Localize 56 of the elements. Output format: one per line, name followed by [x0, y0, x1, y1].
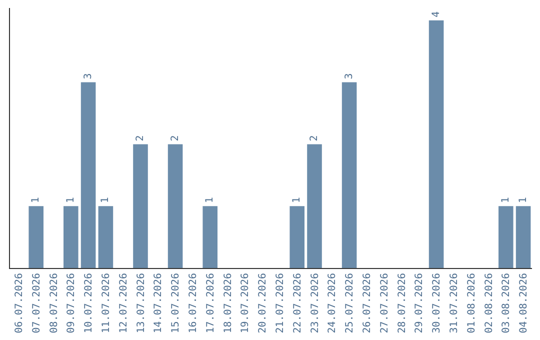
data-label: 4 — [430, 11, 442, 18]
data-label: 2 — [170, 135, 181, 142]
x-tick-label: 03.08.2026 — [501, 273, 512, 334]
x-tick-label: 16.07.2026 — [188, 273, 199, 334]
x-tick-label: 20.07.2026 — [258, 273, 269, 334]
x-tick-label: 08.07.2026 — [48, 273, 60, 334]
x-tick-label: 29.07.2026 — [414, 273, 426, 334]
bar — [498, 206, 514, 268]
data-label: 1 — [500, 197, 512, 204]
data-label: 3 — [82, 73, 94, 80]
x-tick-label: 15.07.2026 — [170, 273, 182, 334]
x-tick-label: 06.07.2026 — [14, 273, 25, 334]
bar — [64, 206, 78, 268]
data-label: 1 — [30, 197, 42, 204]
data-label: 1 — [65, 197, 76, 204]
bar — [428, 20, 444, 268]
data-label: 1 — [204, 197, 216, 204]
x-tick-label: 17.07.2026 — [205, 273, 216, 334]
x-tick-label: 21.07.2026 — [274, 273, 286, 334]
bar — [202, 206, 218, 268]
bar — [290, 206, 304, 268]
x-tick-label: 24.07.2026 — [327, 273, 338, 334]
data-label: 1 — [518, 197, 529, 204]
bar — [516, 206, 531, 268]
x-tick-label: 14.07.2026 — [153, 273, 164, 334]
x-tick-label: 19.07.2026 — [240, 273, 252, 334]
x-tick-label: 28.07.2026 — [396, 273, 408, 334]
x-tick-label: 02.08.2026 — [484, 273, 495, 334]
bar — [342, 82, 357, 268]
x-tick-label: 22.07.2026 — [292, 273, 304, 334]
x-tick-label: 04.08.2026 — [518, 273, 530, 334]
bar — [80, 82, 96, 268]
x-tick-label: 18.07.2026 — [222, 273, 234, 334]
x-tick-label: 01.08.2026 — [466, 273, 478, 334]
x-tick-label: 26.07.2026 — [362, 273, 373, 334]
bar — [307, 144, 322, 268]
x-tick-label: 23.07.2026 — [310, 273, 321, 334]
bar — [28, 206, 44, 268]
x-tick-label: 13.07.2026 — [136, 273, 147, 334]
data-label: 1 — [292, 197, 303, 204]
bar — [98, 206, 114, 268]
data-label: 3 — [344, 73, 355, 80]
x-tick-label: 27.07.2026 — [379, 273, 390, 334]
data-label: 2 — [134, 135, 146, 142]
x-tick-label: 07.07.2026 — [31, 273, 42, 334]
x-tick-label: 09.07.2026 — [66, 273, 78, 334]
x-tick-label: 10.07.2026 — [84, 273, 95, 334]
bar — [133, 144, 148, 268]
data-label: 2 — [309, 135, 320, 142]
x-tick-label: 12.07.2026 — [118, 273, 130, 334]
x-tick-label: 30.07.2026 — [432, 273, 443, 334]
x-tick-label: 25.07.2026 — [344, 273, 356, 334]
data-label: 1 — [100, 197, 112, 204]
x-tick-label: 11.07.2026 — [100, 273, 112, 334]
bar — [168, 144, 183, 268]
x-tick-label: 31.07.2026 — [448, 273, 460, 334]
